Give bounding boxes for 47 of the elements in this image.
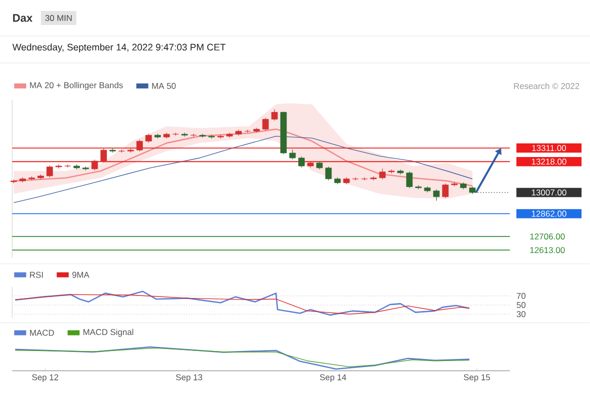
candlestick: [289, 149, 296, 160]
candlestick: [100, 148, 107, 163]
candlestick: [370, 176, 377, 181]
candlestick: [298, 156, 305, 168]
candlestick: [406, 171, 413, 189]
x-tick-label: Sep 12: [32, 374, 58, 382]
candlestick: [379, 168, 386, 180]
line-series: [13, 128, 474, 187]
candlestick: [325, 166, 332, 181]
chart-subtitle: Wednesday, September 14, 2022 9:47:03 PM CET: [12, 44, 226, 53]
x-tick-label: Sep 14: [320, 374, 346, 382]
candlestick: [442, 183, 449, 199]
y-tick-label: 30: [516, 311, 526, 318]
line-series: [13, 136, 473, 204]
legend-label: MA 50: [152, 83, 176, 90]
candlestick: [244, 130, 251, 134]
y-tick-label: 12862.00: [532, 210, 566, 217]
candlestick: [136, 140, 143, 152]
legend-label: RSI: [30, 272, 43, 278]
y-tick-label: 12706.00: [530, 234, 565, 240]
chart-title: Dax: [13, 14, 32, 22]
legend-label: 9MA: [72, 272, 90, 278]
candlestick: [217, 134, 224, 139]
x-tick-label: Sep 13: [176, 374, 202, 382]
candlestick: [388, 169, 395, 174]
candlestick: [271, 109, 278, 122]
candlestick: [46, 165, 53, 178]
legend-label: MACD: [30, 330, 54, 336]
candlestick: [361, 177, 368, 181]
y-tick-label: 50: [516, 302, 526, 308]
candlestick: [208, 134, 215, 139]
y-tick-label: 70: [516, 293, 526, 300]
candlestick: [199, 134, 206, 138]
candlestick: [433, 189, 440, 202]
candlestick: [415, 185, 422, 190]
candlestick: [91, 159, 98, 171]
legend-label: MA 20 + Bollinger Bands: [30, 82, 123, 90]
candlestick: [352, 177, 359, 181]
legend-label: MACD Signal: [83, 328, 134, 337]
text: 30 MIN: [45, 15, 72, 22]
y-tick-label: 12613.00: [530, 247, 565, 254]
y-tick-label: 13007.00: [532, 190, 566, 196]
x-tick-label: Sep 15: [464, 374, 490, 382]
y-tick-label: 13311.00: [532, 145, 566, 152]
text: Research © 2022: [514, 82, 580, 90]
candlestick: [262, 118, 269, 132]
y-tick-label: 13218.00: [532, 158, 566, 165]
